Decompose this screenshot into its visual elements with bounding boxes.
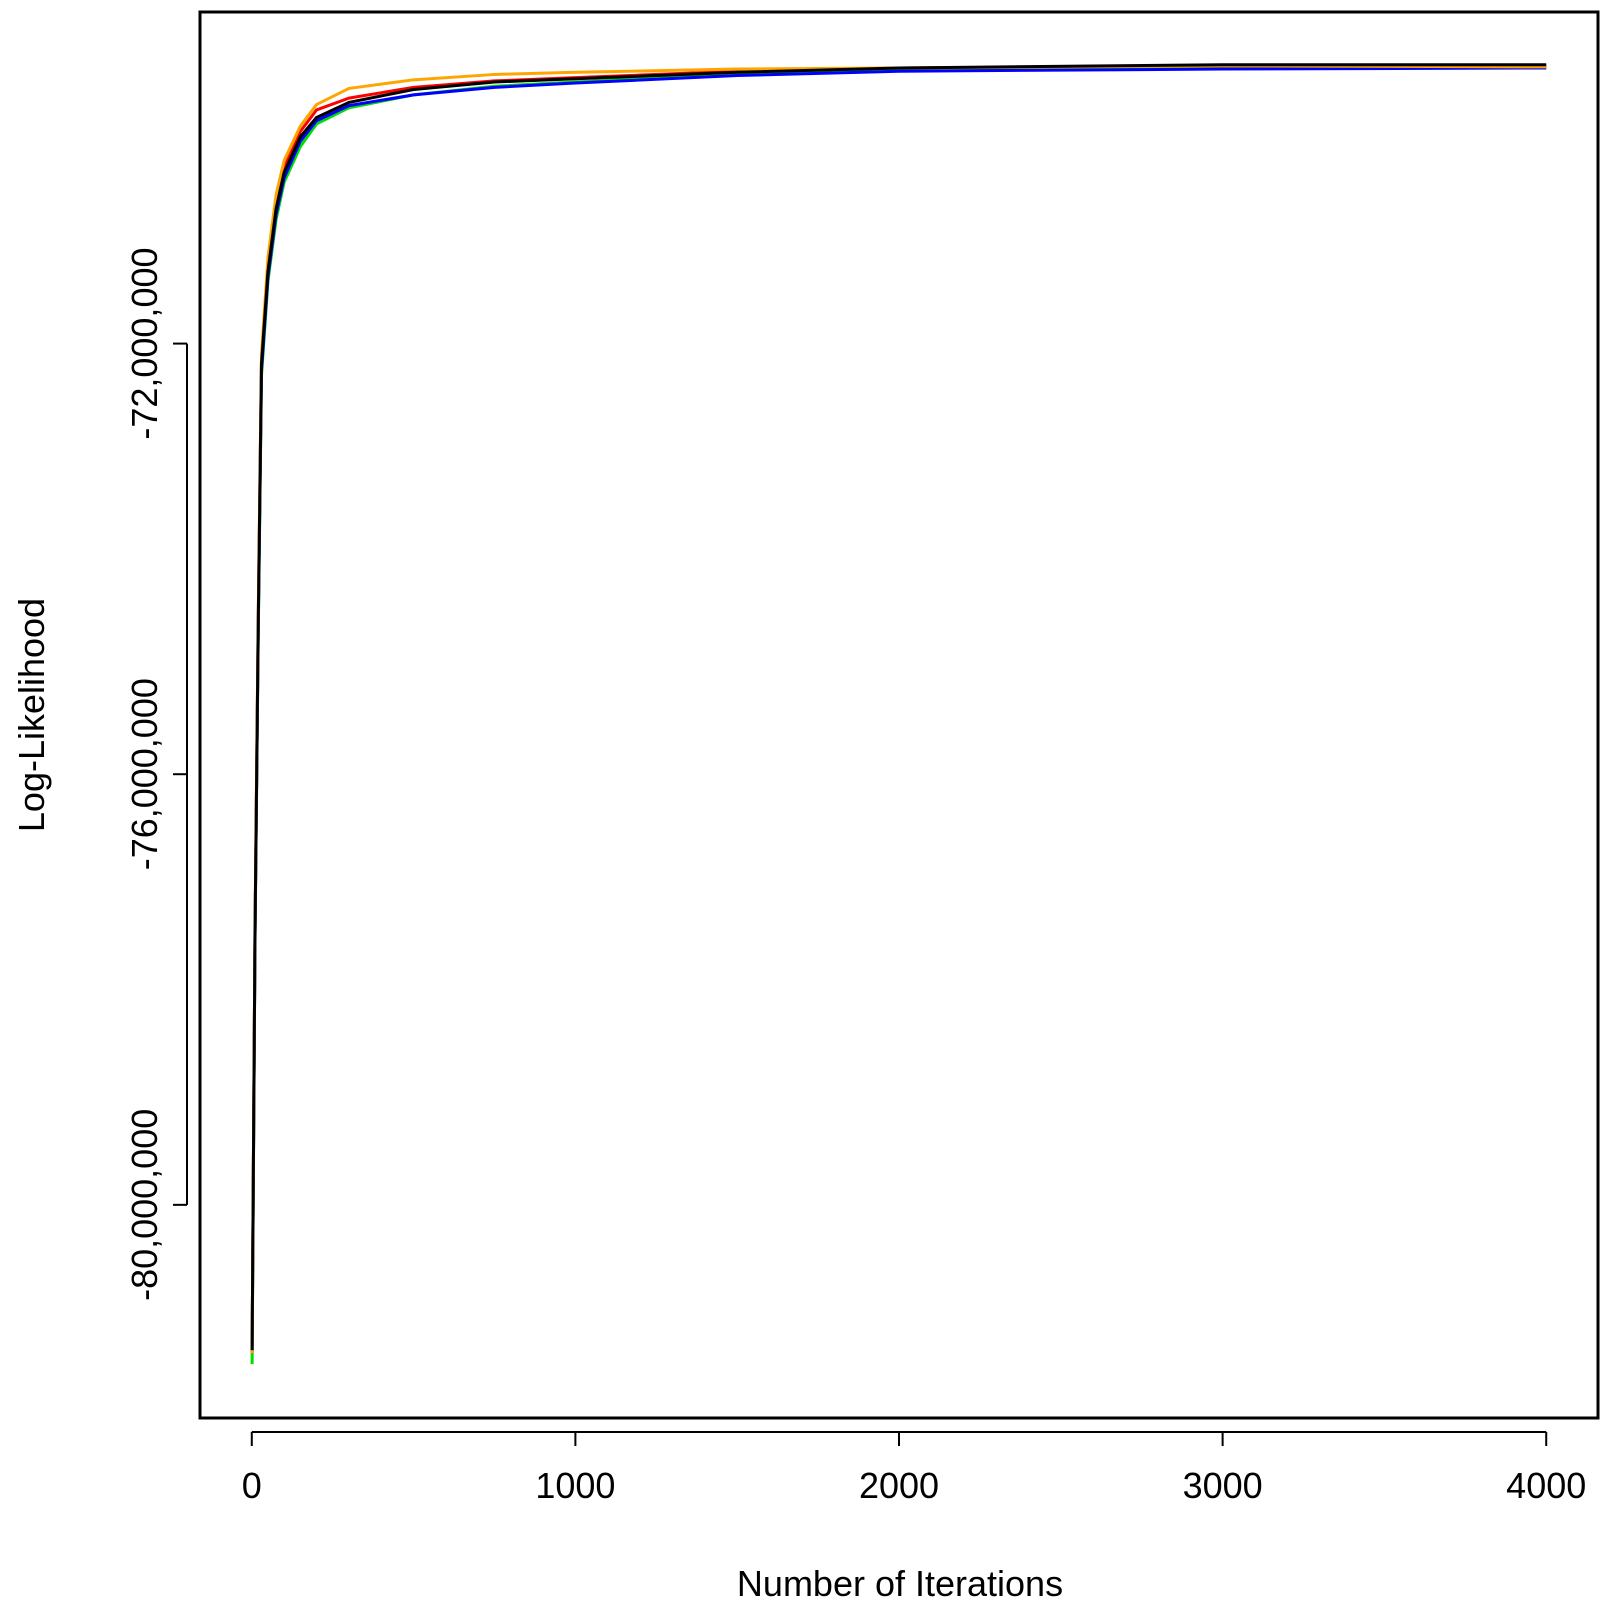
series-line: [250, 66, 1547, 1365]
x-tick-label: 3000: [1183, 1465, 1263, 1506]
plot-frame: [198, 10, 1600, 1420]
y-tick-label: -80,000,000: [124, 1109, 165, 1301]
y-tick-label: -76,000,000: [124, 678, 165, 870]
x-tick-label: 0: [242, 1465, 262, 1506]
x-tick-label: 2000: [859, 1465, 939, 1506]
series-line: [250, 64, 1547, 1354]
x-axis-title: Number of Iterations: [737, 1563, 1063, 1604]
series-line: [250, 64, 1547, 1351]
series-line: [250, 63, 1547, 1351]
x-tick-label: 1000: [535, 1465, 615, 1506]
series-line: [250, 66, 1547, 1354]
y-axis-title: Log-Likelihood: [11, 598, 52, 832]
y-tick-label: -72,000,000: [124, 247, 165, 439]
x-tick-label: 4000: [1506, 1465, 1586, 1506]
